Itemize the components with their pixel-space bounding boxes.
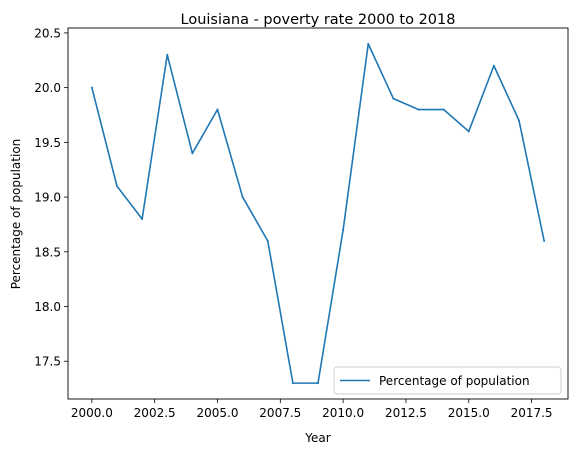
data-point xyxy=(115,185,118,188)
x-tick-label: 2007.5 xyxy=(259,406,301,420)
data-point xyxy=(241,196,244,199)
data-point xyxy=(367,42,370,45)
x-tick-label: 2002.5 xyxy=(134,406,176,420)
data-point xyxy=(291,382,294,385)
x-axis-label: Year xyxy=(304,431,330,445)
y-tick-label: 20.5 xyxy=(34,26,61,40)
legend-label: Percentage of population xyxy=(379,374,530,388)
data-point xyxy=(417,108,420,111)
data-point xyxy=(266,239,269,242)
data-point xyxy=(442,108,445,111)
x-tick-label: 2000.0 xyxy=(71,406,113,420)
data-point xyxy=(392,97,395,100)
data-point xyxy=(467,130,470,133)
data-point xyxy=(543,239,546,242)
y-tick-label: 19.0 xyxy=(34,191,61,205)
x-tick-label: 2005.0 xyxy=(196,406,238,420)
y-axis: 17.5 18.0 18.5 19.0 19.5 20.0 20.5 xyxy=(34,26,68,369)
y-tick-label: 17.5 xyxy=(34,355,61,369)
y-tick-label: 20.0 xyxy=(34,81,61,95)
data-point xyxy=(492,64,495,67)
legend: Percentage of population xyxy=(333,366,562,395)
data-point xyxy=(342,228,345,231)
y-axis-label: Percentage of population xyxy=(9,139,23,290)
x-tick-label: 2017.5 xyxy=(511,406,553,420)
y-tick-label: 18.0 xyxy=(34,300,61,314)
series-layer xyxy=(90,42,546,385)
y-tick-label: 19.5 xyxy=(34,136,61,150)
data-point xyxy=(518,119,521,122)
data-point xyxy=(216,108,219,111)
legend-box xyxy=(333,366,562,395)
x-axis: 2000.0 2002.5 2005.0 2007.5 2010.0 2012.5 2015… xyxy=(71,399,553,420)
data-point xyxy=(141,217,144,220)
data-point xyxy=(90,86,93,89)
x-tick-label: 2010.0 xyxy=(322,406,364,420)
x-tick-label: 2012.5 xyxy=(385,406,427,420)
y-tick-label: 18.5 xyxy=(34,245,61,259)
chart-title: Louisiana - poverty rate 2000 to 2018 xyxy=(181,12,456,28)
data-point xyxy=(191,152,194,155)
data-point xyxy=(317,382,319,385)
plot-frame xyxy=(67,27,569,400)
data-point xyxy=(166,53,169,56)
x-tick-label: 2015.0 xyxy=(448,406,490,420)
